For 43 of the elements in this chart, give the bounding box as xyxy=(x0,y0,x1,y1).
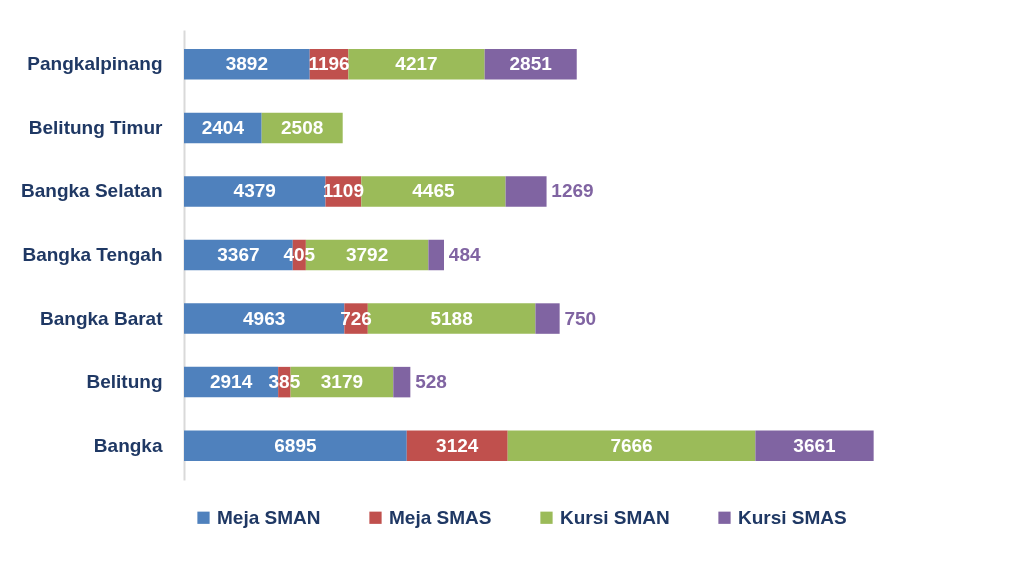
bar xyxy=(393,366,411,398)
bar xyxy=(507,430,756,461)
y-tick-label: Belitung xyxy=(86,371,163,393)
data-label: 2851 xyxy=(509,53,553,75)
data-label: 2404 xyxy=(201,116,245,138)
data-label: 1269 xyxy=(551,180,594,202)
y-tick-label: Belitung Timur xyxy=(28,116,164,138)
bar xyxy=(406,430,508,461)
bar xyxy=(348,49,485,80)
data-label: 3124 xyxy=(436,434,479,456)
data-label: 4963 xyxy=(243,307,286,329)
bar xyxy=(428,239,445,271)
bar xyxy=(755,430,874,461)
y-tick-label: Bangka Tengah xyxy=(22,244,163,265)
data-label: 528 xyxy=(415,371,447,393)
data-label: 750 xyxy=(564,307,597,329)
bar xyxy=(505,176,547,207)
data-label: 4217 xyxy=(395,53,438,75)
data-label: 4379 xyxy=(233,180,276,202)
bar xyxy=(184,176,326,207)
data-label: 6895 xyxy=(274,434,317,456)
data-label: 3892 xyxy=(225,53,269,75)
legend-label: Meja SMAS xyxy=(389,506,492,528)
y-tick-label: Bangka xyxy=(93,434,163,456)
legend-label: Kursi SMAN xyxy=(560,506,670,528)
y-tick-label: Bangka Barat xyxy=(40,307,164,329)
bar xyxy=(184,430,407,461)
data-label: 484 xyxy=(448,244,481,265)
data-label: 4465 xyxy=(412,180,455,202)
bar xyxy=(535,303,560,334)
y-tick-label: Bangka Selatan xyxy=(21,180,163,202)
legend-label: Kursi SMAS xyxy=(738,506,847,528)
legend-label: Meja SMAN xyxy=(217,506,321,528)
bar xyxy=(184,49,310,80)
data-label: 3179 xyxy=(320,371,364,393)
data-label: 5188 xyxy=(430,307,473,329)
data-label: 7666 xyxy=(610,434,653,456)
data-label: 3367 xyxy=(217,244,260,265)
data-label: 3661 xyxy=(793,434,837,456)
data-label: 2508 xyxy=(281,116,324,138)
data-label: 2914 xyxy=(209,371,253,393)
data-label: 3792 xyxy=(345,244,389,265)
y-tick-label: Pangkalpinang xyxy=(27,53,163,75)
